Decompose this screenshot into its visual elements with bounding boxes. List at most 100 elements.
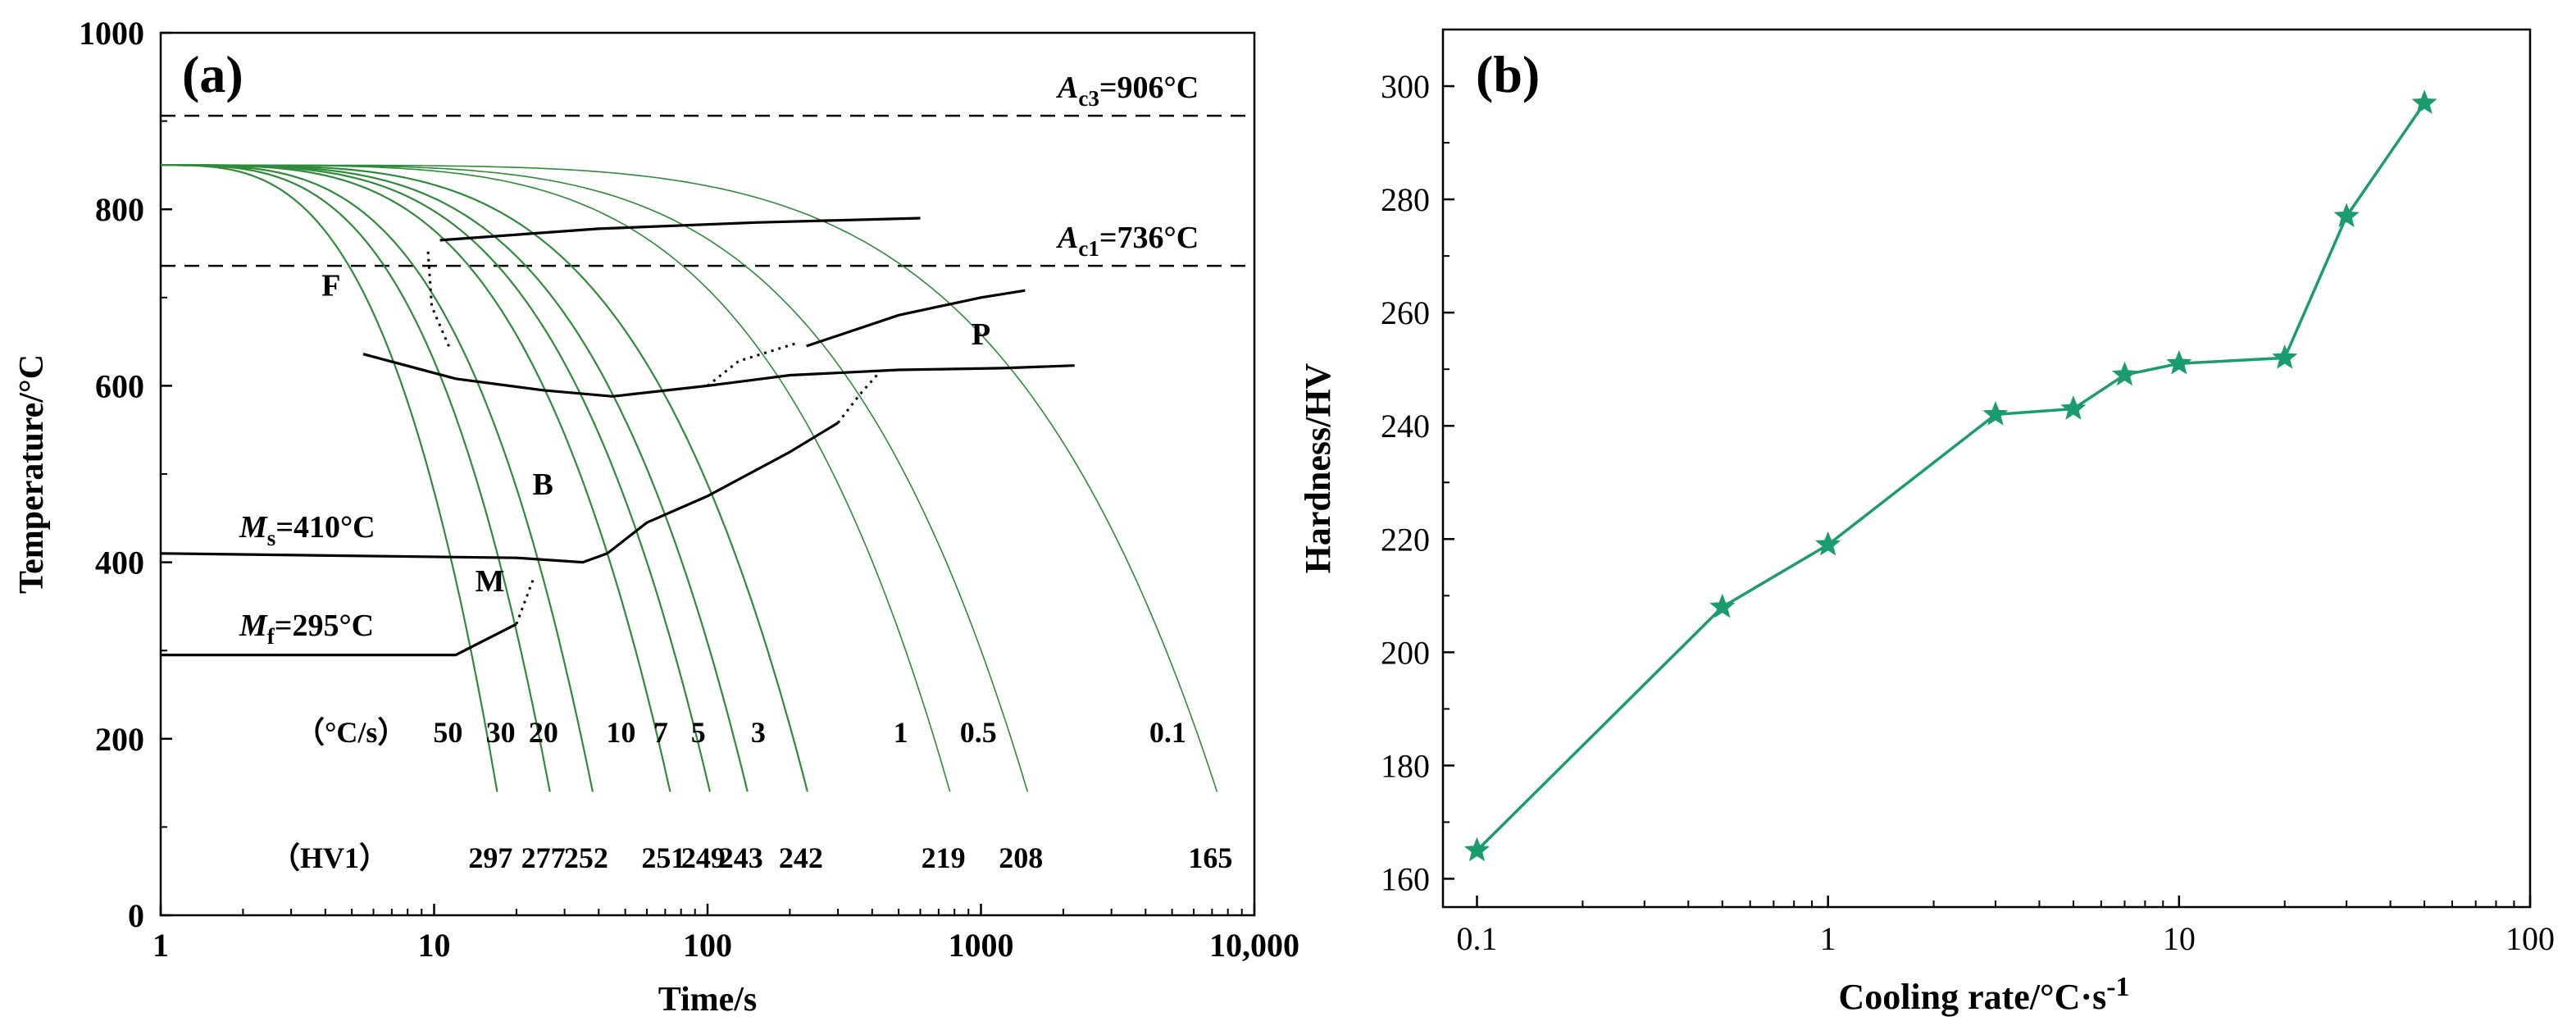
y-tick-label: 1000: [79, 15, 144, 52]
y-tick-label: 240: [1381, 408, 1430, 445]
panel-a-x-axis-label: Time/s: [658, 981, 758, 1019]
reference-lines: Ac3=906°C Ac1=736°C: [161, 71, 1254, 267]
phase-boundaries: [160, 217, 1075, 657]
hardness-series: [1463, 89, 2437, 862]
x-tick-label: 10,000: [1209, 927, 1299, 964]
cooling-rate-label: 30: [486, 716, 516, 749]
dotted-boundary: [515, 579, 535, 625]
reference-line-label-ac1: Ac1=736°C: [1056, 221, 1199, 261]
x-tick-label: 100: [683, 927, 732, 964]
cooling-curve: [161, 164, 1029, 792]
x-tick-label: 0.1: [1456, 920, 1497, 957]
x-tick-label: 10: [2163, 920, 2196, 957]
boundary-ferrite-start: [439, 217, 921, 242]
cooling-curve: [161, 164, 594, 792]
panel-a-label: (a): [182, 45, 243, 103]
hardness-data-point: [2411, 89, 2437, 115]
cooling-curve: [161, 164, 671, 792]
panel-b-y-axis-label: Hardness/HV: [1298, 362, 1338, 573]
y-tick-label: 260: [1381, 294, 1430, 331]
x-tick-label: 1: [1820, 920, 1836, 957]
ref-label-subscript: c3: [1078, 86, 1099, 111]
phase-label-m: M: [476, 564, 505, 599]
panel-a-y-axis-label: Temperature/°C: [13, 354, 51, 594]
hardness-data-point: [1815, 531, 1841, 556]
boundary-mf-line: [161, 622, 517, 657]
cooling-curve: [161, 164, 1218, 792]
y-tick-label: 200: [1381, 634, 1430, 671]
phase-label-b: B: [533, 467, 553, 502]
cooling-rate-label: 0.5: [960, 716, 997, 749]
cooling-rate-label: 3: [751, 716, 766, 749]
hardness-data-point: [2111, 361, 2138, 386]
panel-b-label: (b): [1476, 45, 1540, 103]
cooling-curve: [161, 164, 951, 792]
cooling-rate-label: 0.1: [1149, 716, 1186, 749]
phase-label-p: P: [972, 317, 990, 352]
cooling-rate-label: 7: [653, 716, 668, 749]
mf-label: Mf=295°C: [239, 609, 374, 649]
boundary-transformation-finish: [362, 353, 1075, 398]
y-tick-label: 600: [95, 367, 144, 404]
hardness-data-point: [1463, 837, 1491, 862]
hardness-value-label: 249: [681, 841, 726, 874]
cooling-rate-label: 50: [433, 716, 462, 749]
cooling-curve: [161, 164, 749, 792]
hardness-value-label: 208: [999, 841, 1043, 874]
y-tick-label: 0: [128, 897, 144, 934]
subscript: s: [267, 526, 276, 550]
y-tick-label: 300: [1381, 68, 1430, 105]
cooling-rate-label: 10: [606, 716, 635, 749]
reference-line-label-ac3: Ac3=906°C: [1056, 71, 1199, 111]
boundary-bainite-upper-finish: [606, 422, 839, 555]
hardness-value-label: 165: [1188, 841, 1232, 874]
cooling-rate-label: 1: [894, 716, 908, 749]
y-tick-label: 160: [1381, 860, 1430, 897]
value: =295°C: [275, 609, 374, 643]
y-tick-label: 800: [95, 191, 144, 228]
hardness-value-label: 252: [564, 841, 608, 874]
hardness-data-point: [1982, 401, 2009, 426]
y-tick-label: 400: [95, 545, 144, 581]
hardness-value-label: 251: [641, 841, 685, 874]
panel-a-axes: 1 10 100 1000 10,000 0 200 400 600 800 1000: [79, 15, 1299, 964]
hardness-line: [1476, 102, 2426, 852]
y-tick-label: 200: [95, 721, 144, 758]
cooling-rate-label: 20: [529, 716, 558, 749]
value: =410°C: [275, 510, 375, 545]
subscript: f: [267, 624, 275, 649]
phase-label-f: F: [321, 269, 340, 303]
panel-b-axes: 0.1 1 10 100 160 180 200 220 240 260 280 300: [1381, 68, 2555, 957]
hardness-header: （HV1）: [271, 841, 389, 874]
ref-label-symbol: A: [1056, 71, 1078, 105]
y-tick-label: 280: [1381, 181, 1430, 218]
ref-label-value: =736°C: [1099, 221, 1199, 255]
panel-b-hardness-chart: (b) 0.1 1 10 100 160 180 200 220 240 260 280 300 Co…: [1298, 28, 2555, 1017]
ref-label-value: =906°C: [1099, 71, 1199, 105]
hardness-data-point: [2333, 203, 2360, 228]
hardness-data-point: [2272, 344, 2298, 369]
hardness-value-label: 242: [779, 841, 823, 874]
hardness-data-point: [2060, 395, 2087, 420]
hardness-data-point: [1709, 593, 1736, 618]
boundary-pearlite-start: [806, 289, 1026, 348]
dotted-boundary: [836, 370, 882, 424]
hardness-data-point: [2166, 349, 2192, 375]
cooling-curves: 50 297 30 277 20 252 10 251 7 249 5 243 3 242 1 219 0.5 2…: [161, 164, 1232, 874]
cooling-curve: [161, 164, 711, 792]
y-tick-label: 180: [1381, 747, 1430, 784]
hardness-value-label: 243: [719, 841, 763, 874]
symbol: M: [239, 510, 268, 545]
hardness-value-label: 297: [468, 841, 512, 874]
ms-label: Ms=410°C: [239, 510, 375, 550]
ref-label-symbol: A: [1056, 221, 1078, 255]
cooling-curve: [161, 164, 808, 792]
panel-b-plot-frame: [1441, 28, 2532, 909]
boundary-ms-line: [160, 552, 608, 564]
symbol: M: [239, 609, 268, 643]
cooling-curve: [161, 164, 498, 792]
panel-b-x-axis-label: Cooling rate/°C·s-1: [1838, 972, 2129, 1017]
